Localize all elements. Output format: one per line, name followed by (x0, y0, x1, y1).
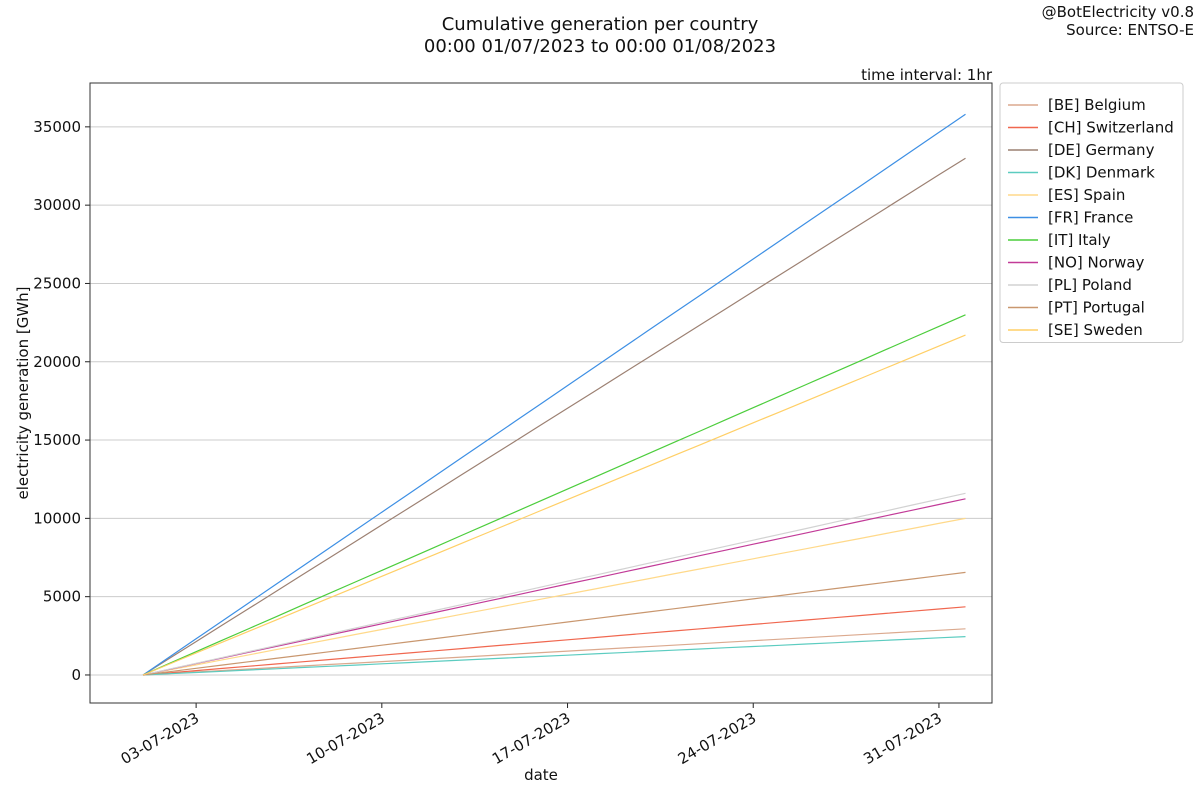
series-line (142, 517, 966, 676)
chart-subtitle: 00:00 01/07/2023 to 00:00 01/08/2023 (424, 36, 776, 57)
series-line (142, 334, 966, 676)
series-line (142, 113, 966, 676)
y-axis-label: electricity generation [GWh] (14, 286, 32, 499)
x-tick-label: 10-07-2023 (303, 709, 388, 768)
source: Source: ENTSO-E (1066, 21, 1194, 39)
series-line (142, 498, 966, 676)
series-line (143, 606, 966, 676)
legend-label: [IT] Italy (1048, 231, 1111, 249)
y-tick-label: 10000 (33, 509, 81, 527)
series-line (142, 492, 966, 676)
y-tick-label: 25000 (33, 274, 81, 292)
y-tick-label: 5000 (43, 588, 81, 606)
x-axis-label: date (524, 766, 558, 784)
y-tick-label: 30000 (33, 196, 81, 214)
x-tick-label: 24-07-2023 (675, 709, 760, 768)
series-line (142, 157, 966, 676)
plot-frame (89, 82, 993, 704)
y-tick-label: 20000 (33, 353, 81, 371)
legend-label: [PL] Poland (1048, 276, 1132, 294)
series-line (143, 628, 966, 676)
x-tick-label: 31-07-2023 (860, 709, 945, 768)
legend-label: [DK] Denmark (1048, 164, 1155, 182)
series-line (142, 314, 966, 676)
x-tick-label: 03-07-2023 (118, 709, 203, 768)
legend-label: [DE] Germany (1048, 141, 1155, 159)
legend-label: [SE] Sweden (1048, 321, 1143, 339)
series-line (143, 571, 966, 676)
annotation: time interval: 1hr (861, 66, 993, 84)
legend-label: [ES] Spain (1048, 186, 1125, 204)
legend-label: [NO] Norway (1048, 254, 1145, 272)
chart-title: Cumulative generation per country (442, 14, 759, 35)
credit: @BotElectricity v0.8 (1042, 3, 1194, 21)
legend-label: [BE] Belgium (1048, 96, 1146, 114)
y-tick-label: 35000 (33, 118, 81, 136)
legend-label: [PT] Portugal (1048, 299, 1145, 317)
x-tick-label: 17-07-2023 (489, 709, 574, 768)
y-tick-label: 15000 (33, 431, 81, 449)
legend-label: [FR] France (1048, 209, 1133, 227)
y-tick-label: 0 (71, 666, 81, 684)
series-line (143, 636, 966, 676)
legend-box (999, 82, 1184, 343)
legend-label: [CH] Switzerland (1048, 119, 1174, 137)
